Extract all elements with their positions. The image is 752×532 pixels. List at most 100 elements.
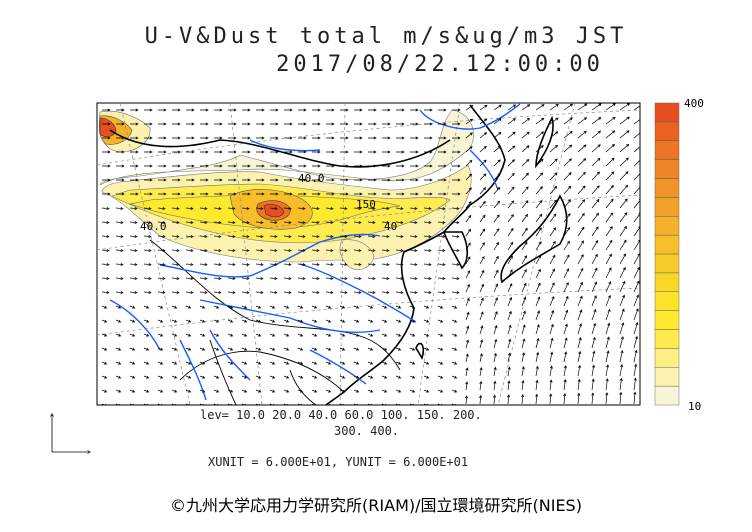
- wind-arrow: [437, 333, 444, 337]
- wind-arrow: [213, 389, 220, 393]
- wind-arrow: [381, 389, 388, 393]
- wind-arrow: [143, 234, 152, 239]
- wind-arrow: [367, 220, 376, 225]
- wind-arrow: [591, 103, 602, 111]
- wind-arrow: [619, 143, 630, 153]
- wind-arrow: [241, 234, 250, 239]
- wind-arrow: [479, 214, 486, 223]
- wind-arrow: [255, 375, 262, 379]
- wind-arrow: [157, 234, 166, 239]
- wind-arrow: [213, 290, 222, 295]
- wind-arrow: [144, 164, 153, 168]
- wind-arrow: [577, 254, 584, 265]
- wind-arrow: [199, 262, 208, 267]
- wind-arrow: [171, 220, 180, 225]
- colorbar-swatch: [654, 140, 680, 160]
- wind-arrow: [521, 131, 530, 139]
- wind-arrow: [256, 192, 265, 196]
- wind-arrow: [591, 392, 595, 405]
- wind-arrow: [452, 164, 461, 168]
- wind-arrow: [269, 248, 278, 253]
- wind-arrow: [465, 311, 470, 321]
- wind-arrow: [409, 290, 418, 295]
- wind-arrow: [479, 311, 484, 321]
- wind-arrow: [423, 276, 432, 281]
- wind-arrow: [451, 262, 460, 267]
- wind-arrow: [465, 242, 471, 251]
- wind-arrow: [185, 276, 194, 281]
- wind-arrow: [326, 108, 335, 112]
- wind-arrow: [130, 108, 139, 112]
- wind-arrow: [171, 347, 178, 351]
- wind-arrow: [199, 375, 206, 379]
- wind-arrow: [451, 206, 460, 211]
- wind-arrow: [157, 361, 164, 365]
- wind-arrow: [409, 347, 416, 351]
- wind-arrow: [325, 262, 334, 267]
- wind-arrow: [633, 171, 640, 181]
- wind-arrow: [452, 108, 461, 112]
- wind-arrow: [325, 206, 334, 211]
- wind-arrow: [395, 389, 402, 393]
- wind-arrow: [563, 131, 573, 139]
- wind-arrow: [284, 122, 293, 126]
- wind-arrow: [171, 262, 180, 267]
- colorbar-swatch: [654, 197, 680, 217]
- wind-arrow: [493, 352, 497, 363]
- wind-arrow: [465, 353, 469, 363]
- wind-arrow: [395, 248, 404, 253]
- wind-arrow: [144, 192, 153, 196]
- wind-arrow: [101, 206, 110, 211]
- wind-arrow: [535, 186, 543, 195]
- wind-arrow: [549, 213, 557, 223]
- wind-arrow: [605, 198, 614, 209]
- wind-arrow: [535, 379, 539, 391]
- wind-arrow: [298, 108, 307, 112]
- wind-arrow: [115, 220, 124, 225]
- wind-arrow: [185, 206, 194, 211]
- wind-arrow: [619, 198, 628, 209]
- wind-arrow: [452, 150, 461, 154]
- wind-arrow: [213, 248, 222, 253]
- wind-arrow: [605, 392, 609, 405]
- wind-arrow: [171, 403, 177, 405]
- wind-arrow: [382, 192, 391, 196]
- wind-arrow: [269, 276, 278, 281]
- wind-arrow: [115, 290, 124, 295]
- wind-arrow: [423, 290, 432, 295]
- wind-arrow: [339, 234, 348, 239]
- wind-arrow: [213, 375, 220, 379]
- wind-arrow: [521, 268, 527, 279]
- wind-arrow: [605, 308, 611, 321]
- wind-arrow: [507, 255, 513, 265]
- wind-arrow: [479, 159, 487, 167]
- wind-arrow: [102, 150, 111, 154]
- wind-arrow: [102, 192, 111, 196]
- wind-arrow: [311, 375, 318, 379]
- wind-arrow: [129, 403, 135, 405]
- wind-arrow: [241, 305, 248, 309]
- wind-arrow: [143, 389, 150, 393]
- wind-arrow: [214, 150, 223, 154]
- wind-arrow: [242, 150, 251, 154]
- wind-arrow: [298, 192, 307, 196]
- wind-arrow: [605, 267, 612, 279]
- wind-arrow: [326, 150, 335, 154]
- wind-arrow: [438, 178, 447, 182]
- wind-arrow: [213, 305, 220, 309]
- wind-arrow: [633, 146, 640, 153]
- wind-arrow: [437, 248, 446, 253]
- wind-arrow: [437, 290, 446, 295]
- wind-arrow: [353, 375, 360, 379]
- contour-labels: 40.0 40.0 150 40: [140, 172, 397, 233]
- wind-arrow: [227, 375, 234, 379]
- wind-arrow: [354, 178, 363, 182]
- wind-arrow: [367, 403, 373, 405]
- wind-arrow: [535, 282, 541, 293]
- wind-arrow: [101, 389, 108, 393]
- wind-arrow: [130, 122, 139, 126]
- wind-arrow: [130, 150, 139, 154]
- wind-arrow: [116, 178, 125, 182]
- wind-arrow: [577, 364, 581, 377]
- wind-arrow: [368, 108, 377, 112]
